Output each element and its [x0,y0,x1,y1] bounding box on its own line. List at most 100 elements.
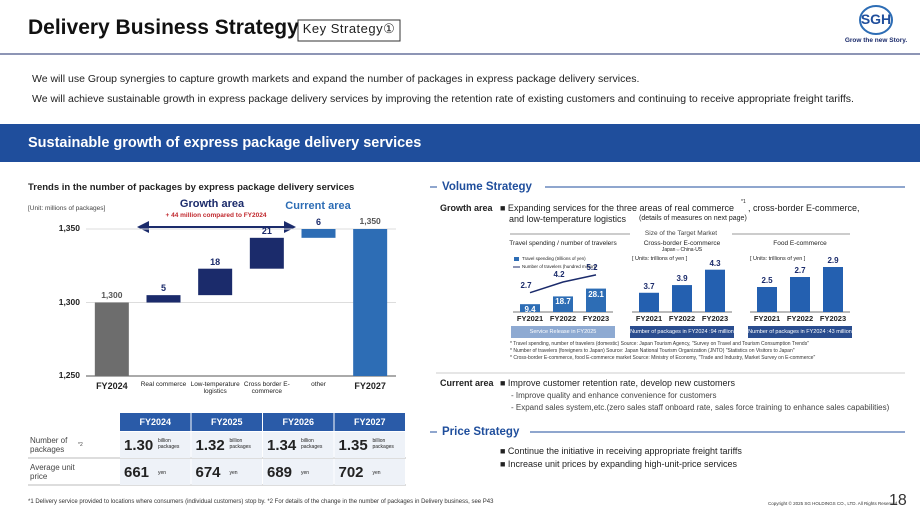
market-title: Size of the Target Market [644,230,718,237]
data-label: 1,350 [359,216,381,226]
bar [790,277,810,312]
table-cell [334,459,405,485]
area-label: Growth area [440,203,493,213]
y-tick-label: 1,250 [58,370,80,380]
legend-label: Number of travelers (hundred million) [522,264,597,269]
x-tick-label: FY2021 [516,314,544,323]
chart-unit: [ Units: trillions of yen ] [750,256,806,262]
bar [520,304,540,312]
cell-unit: yen [229,470,238,476]
copyright: Copyright © 2025 SG HOLDINGS CO., LTD. A… [768,501,899,506]
data-label: 4.3 [709,258,721,268]
data-label: 3.7 [643,281,655,291]
text: ■ Continue the initiative in receiving a… [500,446,742,456]
logo-ring [859,5,893,35]
cell-unit: yen [301,470,310,476]
bar [672,285,692,312]
legend-label: Travel spending (trillions of yen) [522,256,586,261]
footer-box [748,326,852,338]
x-tick-label: Low-temperature logistics [190,381,240,396]
data-label: 2.5 [761,276,773,285]
bullet: We will achieve sustainable growth in ex… [32,93,854,105]
sup: *1 [741,199,746,205]
x-tick-label: FY2022 [549,314,577,323]
cell-value: 702 [338,464,364,481]
cell-value: 674 [195,464,221,481]
table-cell [120,459,191,485]
bar [94,302,129,376]
text: , cross-border E-commerce, [748,203,860,213]
cell-value: 689 [267,464,293,481]
data-label: 18.7 [555,297,571,307]
table-cell [191,459,262,485]
bar [353,229,388,376]
cell-unit: billion packages [372,438,394,450]
cell-value: 1.34 [267,437,297,454]
logo: SGH [860,11,892,27]
annotation: Growth area [179,198,245,210]
annotation: + 44 million compared to FY2024 [165,212,267,219]
tag-box [297,19,401,42]
cell-value: 1.32 [195,437,225,454]
text: - Expand sales system,etc.(zero sales st… [511,403,890,412]
table-header-cell [263,413,334,431]
data-label: 5 [160,283,167,294]
data-label: 5.2 [586,262,598,272]
bar [639,292,659,312]
footnote: *1 Delivery service provided to location… [28,499,494,505]
section-title: Sustainable growth of express package de… [28,135,422,151]
bar [146,295,181,303]
text: - Improve quality and enhance convenienc… [511,391,717,400]
bar [198,268,233,296]
chart-unit: [ Units: trillions of yen ] [632,256,688,262]
table-header: FY2027 [353,417,386,427]
cell-value: 661 [124,464,150,481]
text: ■ Increase unit prices by expanding high… [500,459,738,469]
x-tick-label: FY2023 [701,314,729,323]
text: (details of measures on next page) [639,215,747,222]
x-tick-label: FY2022 [786,314,814,323]
bullet: We will use Group synergies to capture g… [32,73,640,85]
chart-title: Travel spending / number of travelers [509,240,617,247]
table-header-cell [334,413,405,431]
data-label: 3.9 [676,274,688,284]
chart-footer: Service Release in FY2025 [529,328,597,335]
data-label: 9.4 [524,305,536,315]
cell-unit: billion packages [301,438,323,450]
row-label: Average unit price [30,463,75,482]
data-label: 6 [315,217,322,227]
y-tick-label: 1,350 [58,223,80,233]
data-label: 18 [210,256,221,267]
cell-value: 1.30 [124,437,154,454]
note: * Number of travelers (foreigners to Jap… [510,348,795,354]
text: and low-temperature logistics [509,214,627,224]
x-tick-label: FY2022 [668,314,696,323]
table-header: FY2025 [210,417,243,427]
bar [249,237,284,269]
footer-box [630,326,734,338]
chart-subtitle: Japan⇔China·US [661,247,703,253]
table-cell [263,459,334,485]
data-label: 4.2 [553,270,565,279]
cell-unit: yen [158,470,167,476]
row-label: Number of packages [30,436,68,455]
table-header-cell [191,413,262,431]
area-label: Current area [440,378,494,388]
chart-title: Food E-commerce [773,240,827,247]
chart-footer: Number of packages in FY2024 :94 million [630,328,734,335]
data-label: 1,300 [101,289,123,300]
x-tick-label: FY2027 [354,381,386,391]
data-label: 2.7 [520,280,532,290]
x-tick-label: other [311,381,326,388]
legend-swatch [514,257,519,261]
heading: Price Strategy [442,426,520,438]
table-cell [120,432,191,458]
bar [757,287,777,312]
data-label: 21 [261,225,272,236]
data-label: 2.7 [794,266,806,275]
table-cell [263,432,334,458]
section-bar [0,124,920,162]
bar [705,269,725,312]
bar [586,288,606,312]
